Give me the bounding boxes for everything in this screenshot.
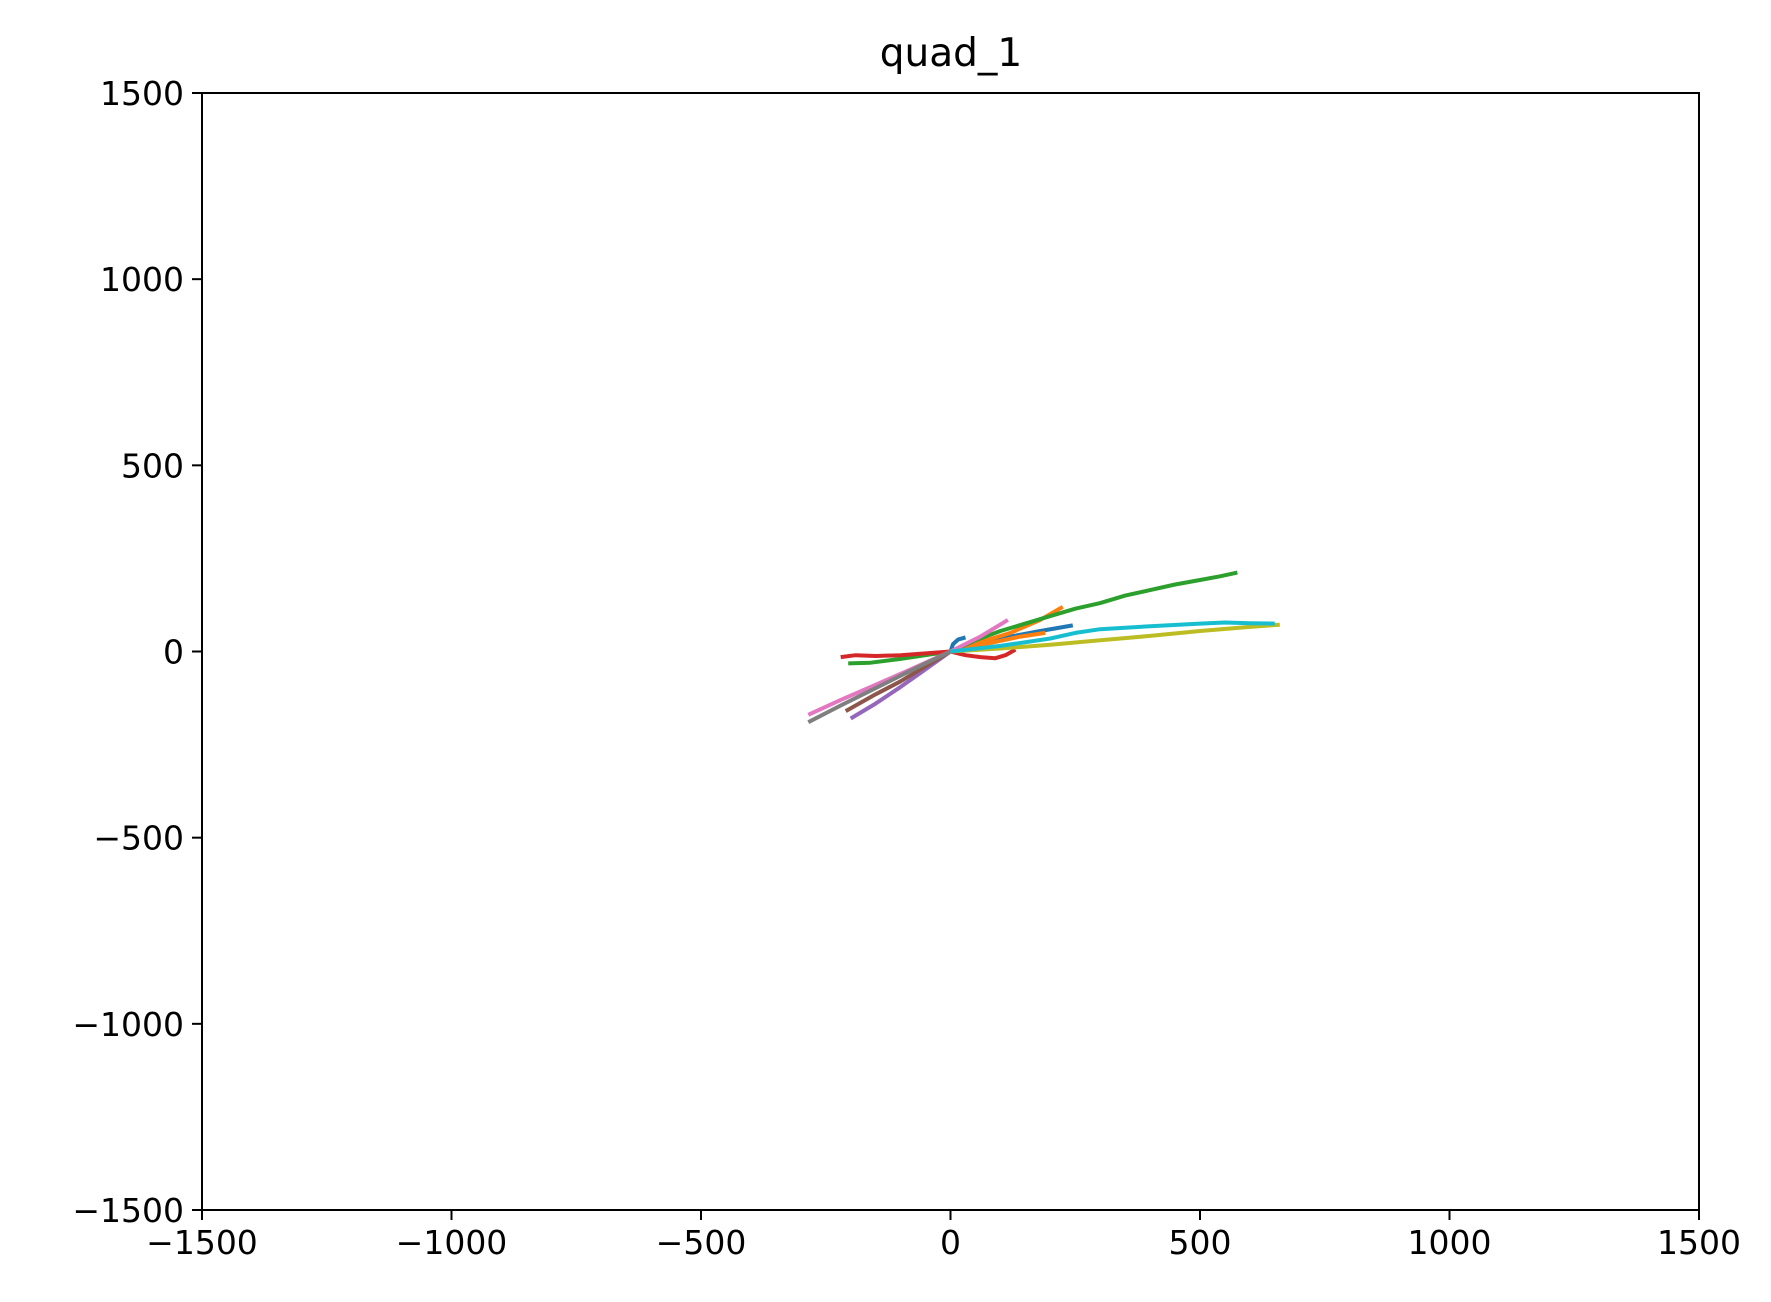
- x-tick-label: −1000: [396, 1223, 508, 1262]
- y-tick-label: 0: [163, 633, 184, 672]
- x-axis: −1500 −1000 −500 0 500 1000 1500: [146, 1210, 1741, 1262]
- y-tick-label: −1500: [72, 1191, 184, 1230]
- chart-title: quad_1: [880, 31, 1022, 76]
- x-tick-label: 1000: [1408, 1223, 1492, 1262]
- series-line-11: [950, 622, 1280, 654]
- x-tick-label: 0: [940, 1223, 961, 1262]
- series-layer: [807, 570, 1280, 724]
- y-tick-label: 1000: [100, 260, 184, 299]
- series-line-5: [848, 570, 1238, 666]
- y-axis: −1500 −1000 −500 0 500 1000 1500: [72, 74, 202, 1230]
- series-line-1: [948, 635, 967, 653]
- y-tick-label: −500: [93, 819, 184, 858]
- series-line-12: [950, 620, 1275, 654]
- y-tick-label: 1500: [100, 74, 184, 113]
- x-tick-label: −1500: [146, 1223, 258, 1262]
- y-tick-label: −1000: [72, 1005, 184, 1044]
- x-tick-label: 500: [1169, 1223, 1232, 1262]
- series-line-9: [807, 618, 1009, 717]
- x-tick-label: −500: [656, 1223, 747, 1262]
- series-line-10: [807, 649, 952, 724]
- y-tick-label: 500: [121, 446, 184, 485]
- x-tick-label: 1500: [1657, 1223, 1741, 1262]
